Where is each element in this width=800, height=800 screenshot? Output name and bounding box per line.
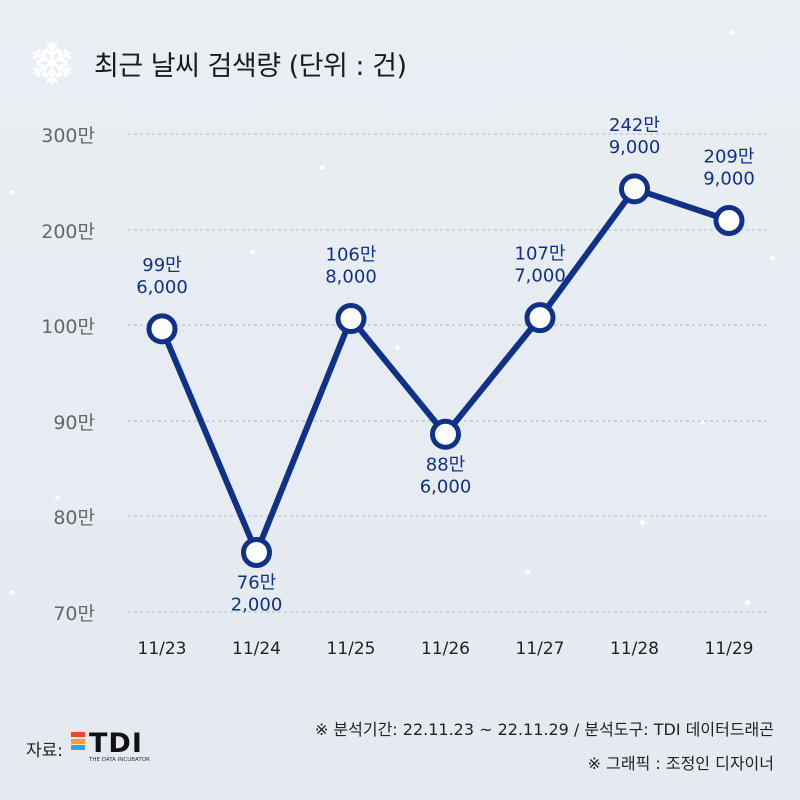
data-label: 2,000 [231,594,283,615]
data-point [430,418,461,450]
data-label: 106만 [326,245,377,266]
data-label: 107만 [515,244,566,265]
tdi-logo-text: TDI [89,728,143,759]
x-tick-label: 11/26 [421,639,470,659]
line-chart: 70만 80만 90만 100만 200만 300만 11/23 11/24 11/25 11/2… [41,115,770,659]
tdi-bar-blue [71,745,86,750]
x-tick-label: 11/29 [705,639,754,659]
data-label: 6,000 [136,277,188,298]
data-label: 242만 [609,115,660,136]
snow-dot [10,190,15,195]
data-point [146,313,178,345]
data-label: 9,000 [609,137,661,158]
y-tick-label: 80만 [53,507,95,529]
snow-dot [700,420,705,425]
y-tick-label: 90만 [53,412,95,434]
data-label: 6,000 [420,476,472,497]
y-tick-label: 100만 [41,316,95,338]
snow-dot [250,250,255,255]
y-tick-label: 70만 [53,603,95,625]
data-label: 76만 [237,572,276,593]
graphic-credit: ※ 그래픽 : 조정인 디자이너 [587,754,774,773]
chart-header: 최근 날씨 검색량 (단위 : 건) [28,38,407,88]
data-point [619,173,650,205]
x-tick-label: 11/25 [327,639,376,659]
data-point [335,303,367,335]
data-label: 9,000 [703,168,755,189]
series-line [159,185,732,556]
analysis-note: ※ 분석기간: 22.11.23 ~ 22.11.29 / 분석도구: TDI … [314,720,774,739]
data-label: 88만 [426,454,465,475]
snowflake-icon [30,41,74,85]
tdi-bar-orange [71,738,86,744]
data-point [241,536,272,568]
snow-dot [320,165,325,170]
chart-title: 최근 날씨 검색량 (단위 : 건) [94,50,407,82]
y-tick-label: 200만 [41,221,95,243]
snow-dot [55,495,60,500]
snow-dot [10,590,15,595]
tdi-logo-bars [71,732,86,754]
data-label: 7,000 [514,266,566,287]
y-tick-label: 300만 [41,125,95,147]
snow-dot [770,255,775,260]
x-tick-label: 11/27 [516,639,565,659]
snow-dot [395,345,400,350]
tdi-bar-red [71,732,86,737]
x-tick-label: 11/28 [610,639,659,659]
data-label: 209만 [704,146,755,167]
snow-dot [525,570,530,575]
tdi-logo: TDI THE DATA INCUBATOR [71,728,157,768]
x-tick-label: 11/24 [232,639,281,659]
snow-dot [640,520,645,525]
data-label: 99만 [142,255,181,276]
x-tick-label: 11/23 [138,639,187,659]
source: 자료: TDI THE DATA INCUBATOR [26,728,157,768]
snow-dot [730,30,735,35]
source-label: 자료: [26,740,64,761]
tdi-logo-subtext: THE DATA INCUBATOR [89,757,150,763]
data-label: 8,000 [325,267,377,288]
data-point [713,204,745,236]
snow-dot [745,600,750,605]
data-point [524,302,556,334]
